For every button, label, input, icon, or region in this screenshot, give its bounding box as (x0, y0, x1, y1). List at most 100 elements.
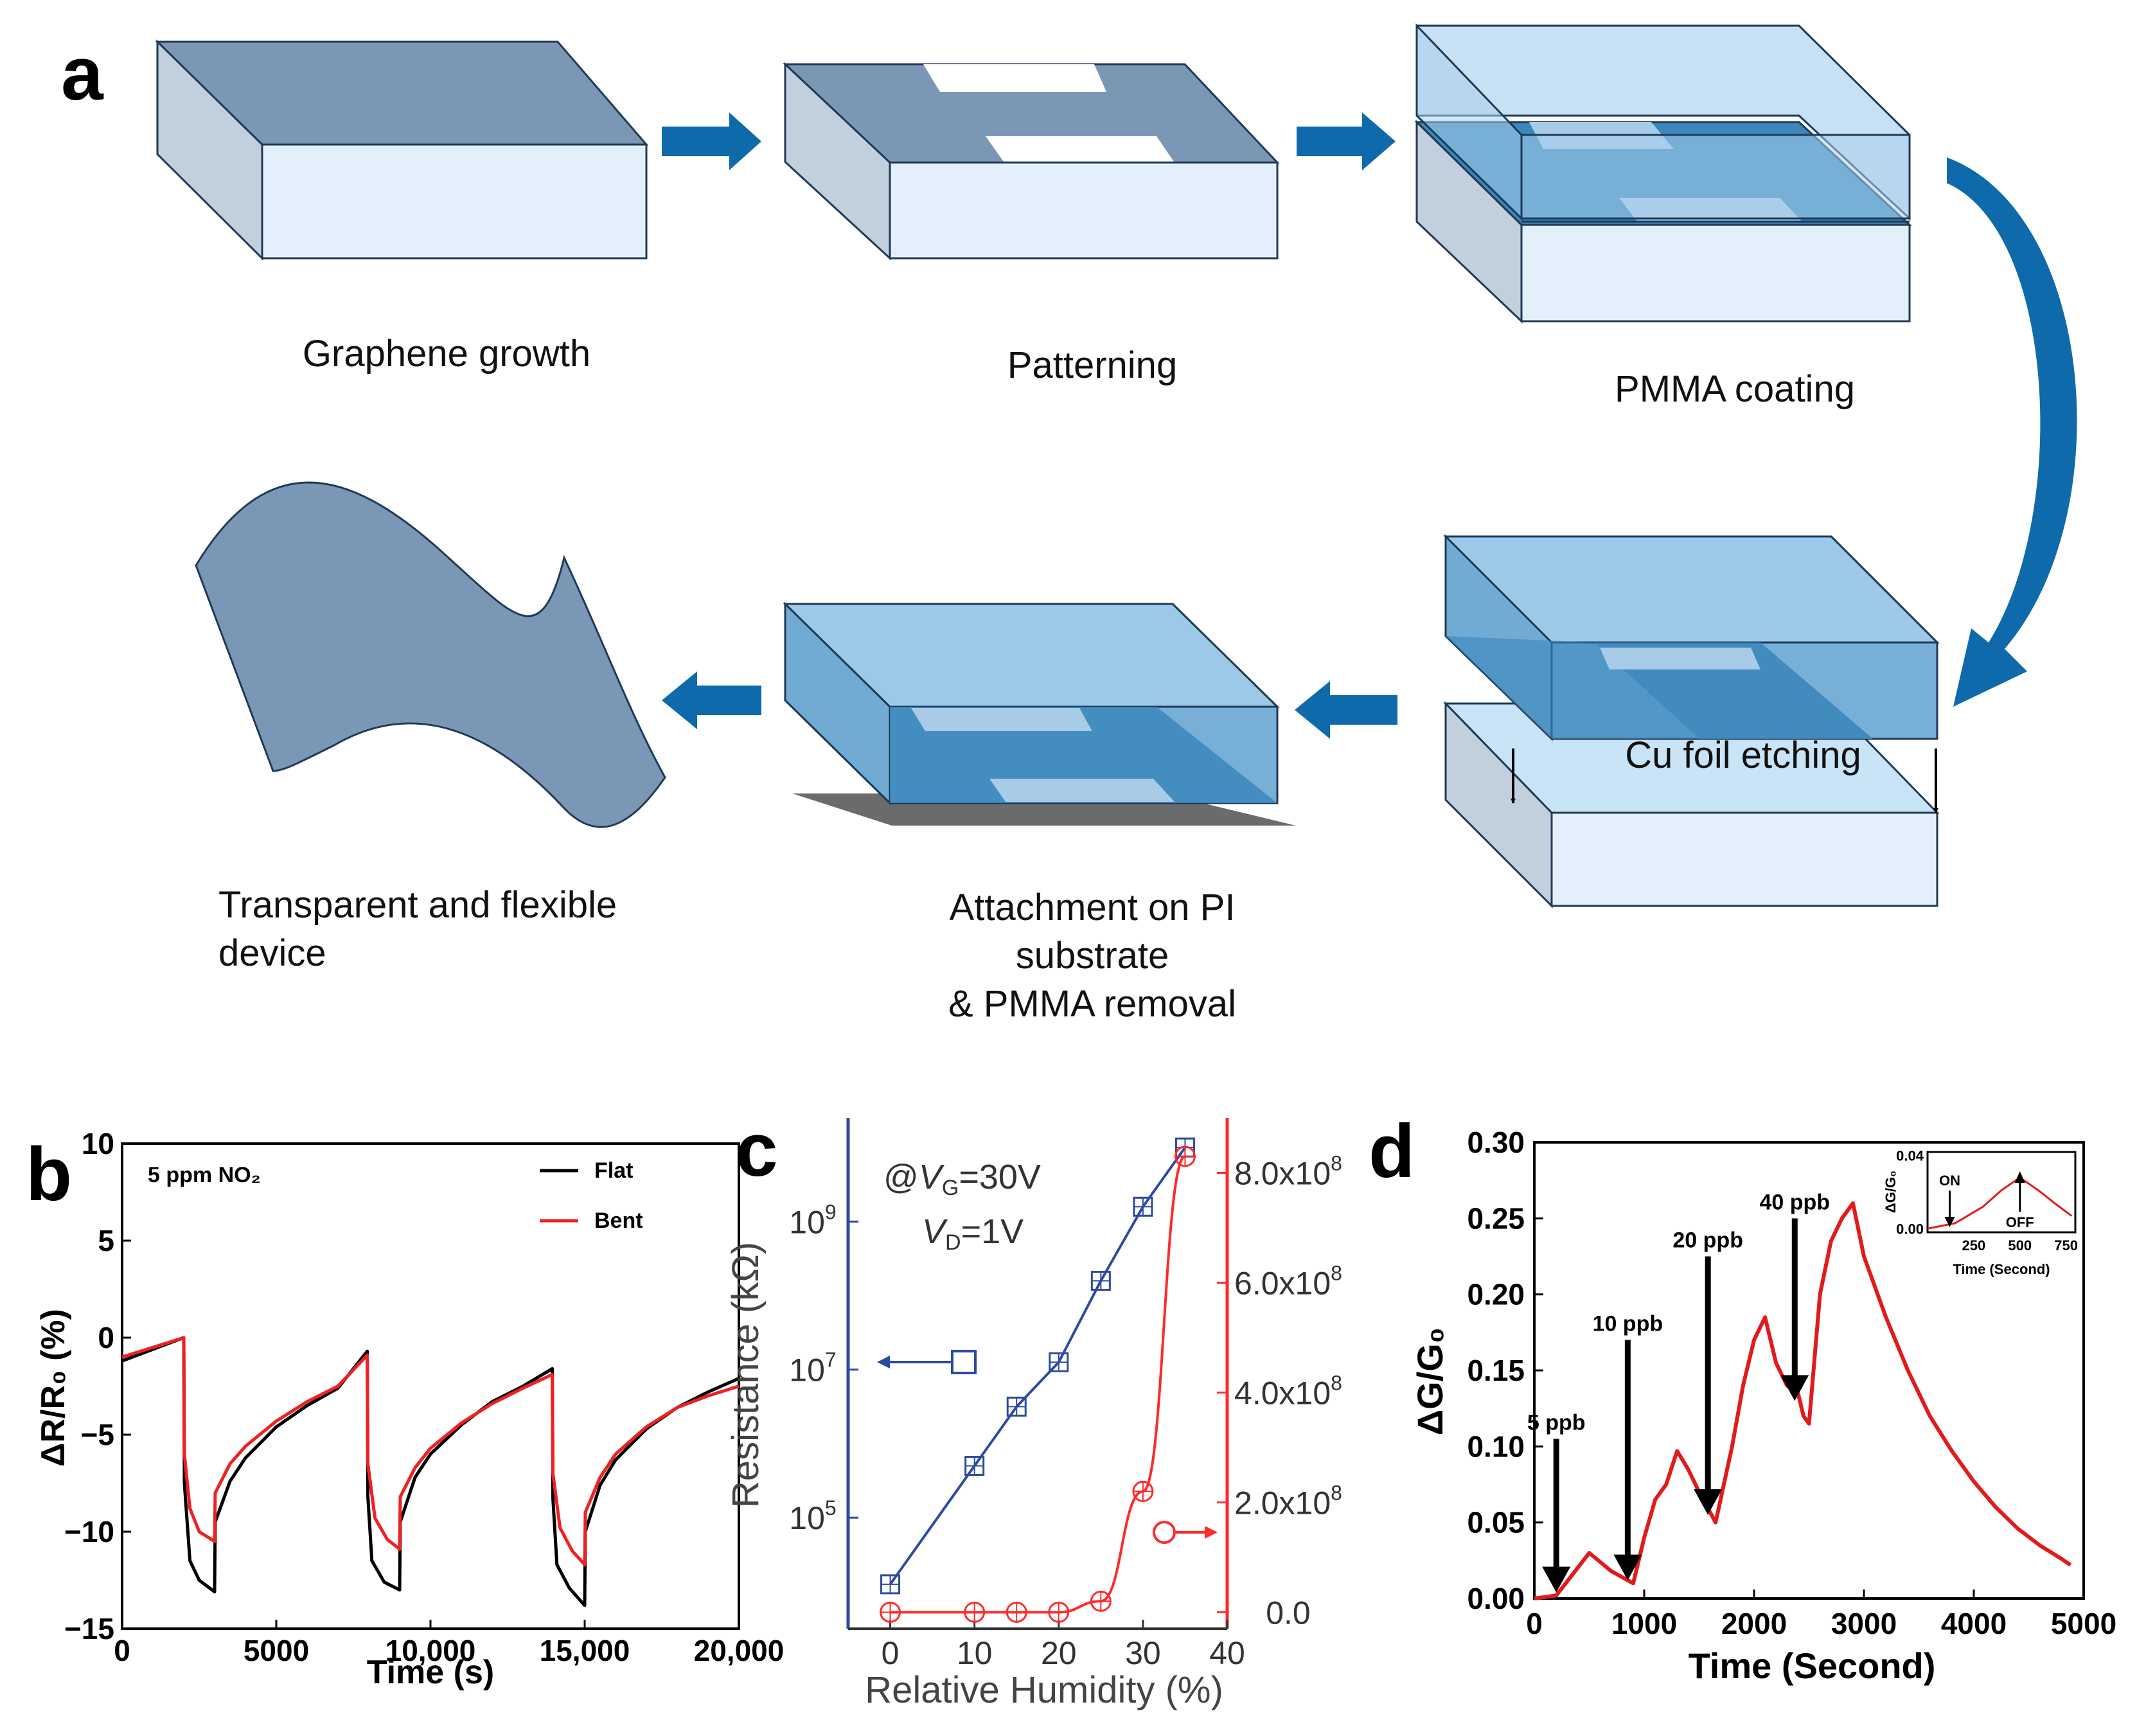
chart-d-xtick-label: 3000 (1831, 1607, 1897, 1640)
panel-b-label: b (26, 1132, 72, 1217)
chart-c-xtick-label: 10 (957, 1635, 993, 1671)
step-label-graphene-growth: Graphene growth (303, 333, 590, 375)
concentration-arrow-label: 5 ppb (1527, 1411, 1586, 1435)
chart-c-left-ytick-label: 105 (789, 1496, 836, 1536)
chart-b-series-bent (121, 1336, 740, 1566)
chart-b-xtick-label: 0 (114, 1634, 130, 1667)
graphene-growth-block (155, 39, 649, 261)
chart-b-xtick-label: 5000 (244, 1634, 309, 1667)
chart-c-xtick-label: 30 (1125, 1635, 1161, 1671)
chart-d-ytick-label: 0.00 (1467, 1582, 1525, 1615)
step-label-attachment-line1: Attachment on PI (950, 887, 1236, 928)
chart-c-ylabel: Resistance (kΩ) (725, 1242, 767, 1508)
inset-xtick-label: 750 (2054, 1237, 2078, 1253)
chart-d-xlabel: Time (Second) (1689, 1645, 1936, 1686)
step-label-patterning: Patterning (1007, 344, 1177, 386)
process-arrow-2 (1297, 112, 1396, 170)
process-arrow-5 (662, 671, 761, 729)
chart-c-circle-marker (1132, 1480, 1154, 1502)
chart-d-ytick-label: 0.20 (1467, 1278, 1525, 1311)
concentration-arrow-head (1613, 1554, 1642, 1581)
concentration-arrow-head (1780, 1375, 1809, 1401)
right-axis-pointer-circle (1153, 1521, 1176, 1544)
chart-b: 5 ppm NO₂ Flat Bent Time (s) ΔR/R₀ (%) 0… (35, 1127, 784, 1691)
pmma-coating-block (1414, 23, 1912, 324)
chart-d: Time (Second) ΔG/G₀ ΔG/G₀ Time (Second) … (1410, 1126, 2116, 1686)
chart-c-xlabel: Relative Humidity (%) (865, 1669, 1223, 1711)
concentration-arrow-head (1694, 1489, 1723, 1515)
inset-ylabel: ΔG/G₀ (1883, 1171, 1899, 1213)
chart-b-ytick-label: −10 (64, 1515, 114, 1548)
chart-b-ytick-label: 5 (98, 1224, 114, 1257)
chart-c-square-marker (1006, 1396, 1027, 1417)
inset-ytick-label: 0.00 (1896, 1221, 1924, 1237)
chart-c-right-ytick-label: 2.0x108 (1234, 1481, 1342, 1521)
chart-d-xtick-label: 4000 (1941, 1607, 2007, 1640)
chart-c-right-ytick-label: 0.0 (1266, 1595, 1311, 1631)
flexible-device-sheet (195, 481, 666, 828)
inset-ytick-label: 0.04 (1896, 1148, 1924, 1164)
step-label-device-line2: device (218, 932, 326, 974)
concentration-arrow-label: 40 ppb (1759, 1190, 1830, 1214)
inset-response-line (1927, 1176, 2073, 1230)
chart-d-ylabel: ΔG/G₀ (1410, 1327, 1450, 1435)
panel-d-label: d (1369, 1109, 1415, 1194)
chart-b-ytick-label: −5 (81, 1418, 114, 1451)
chart-c-xtick-label: 20 (1041, 1635, 1077, 1671)
chart-b-xtick-label: 20,000 (694, 1634, 785, 1667)
inset-off-label: OFF (2006, 1214, 2034, 1230)
chart-c-circle-marker (964, 1601, 986, 1623)
patterning-block (783, 62, 1280, 261)
chart-d-ytick-label: 0.10 (1467, 1430, 1525, 1463)
chart-b-ytick-label: 10 (82, 1127, 114, 1160)
chart-c-xtick-label: 0 (882, 1635, 900, 1671)
chart-b-series-flat (121, 1336, 740, 1608)
chart-c-condition-vd: VD=1V (922, 1212, 1024, 1255)
chart-c-right-ytick-label: 8.0x108 (1234, 1151, 1342, 1191)
panel-a-label: a (61, 31, 104, 116)
concentration-arrow-label: 10 ppb (1593, 1312, 1663, 1336)
chart-c-right-ytick-label: 4.0x108 (1234, 1371, 1342, 1411)
chart-b-xtick-label: 15,000 (540, 1634, 630, 1667)
chart-c-condition-vg: @VG=30V (883, 1158, 1041, 1200)
chart-c-circle-marker (1006, 1601, 1027, 1623)
chart-c-square-marker (1049, 1352, 1069, 1372)
legend-flat-label: Flat (594, 1158, 633, 1183)
step-label-pmma-coating: PMMA coating (1615, 368, 1855, 410)
chart-d-xtick-label: 5000 (2051, 1607, 2116, 1640)
chart-b-ytick-label: 0 (98, 1321, 114, 1354)
right-axis-pointer-head (1205, 1526, 1218, 1539)
chart-d-ytick-label: 0.15 (1467, 1354, 1525, 1387)
chart-d-ytick-label: 0.25 (1467, 1201, 1525, 1235)
cu-foil-etching-block (1443, 534, 1940, 908)
inset-xtick-label: 500 (2008, 1237, 2032, 1253)
inset-on-arrow-head (1944, 1217, 1955, 1227)
chart-c-left-ytick-label: 107 (789, 1349, 836, 1388)
chart-d-xtick-label: 1000 (1611, 1607, 1677, 1640)
concentration-arrow-label: 20 ppb (1672, 1228, 1743, 1253)
chart-c-circle-marker (1048, 1601, 1070, 1623)
chart-c: Relative Humidity (%) Resistance (kΩ) @V… (725, 1118, 1342, 1711)
left-axis-pointer-head (877, 1356, 890, 1368)
step-label-attachment-line2: substrate (1016, 935, 1169, 977)
chart-b-ytick-label: −15 (64, 1612, 114, 1645)
concentration-arrow-head (1542, 1566, 1571, 1593)
chart-c-square-marker (880, 1574, 901, 1595)
chart-d-ytick-label: 0.30 (1467, 1126, 1525, 1159)
chart-c-xtick-label: 40 (1209, 1635, 1245, 1671)
chart-c-circle-marker (1090, 1590, 1112, 1612)
chart-c-right-ytick-label: 6.0x108 (1234, 1261, 1342, 1301)
chart-d-ytick-label: 0.05 (1467, 1506, 1525, 1539)
chart-c-left-ytick-label: 109 (789, 1200, 836, 1240)
step-label-attachment-line3: & PMMA removal (948, 983, 1236, 1025)
attachment-pi-block (783, 601, 1296, 826)
process-arrow-curved (1947, 157, 2077, 707)
chart-c-square-marker (1133, 1196, 1153, 1217)
panel-c-label: c (736, 1108, 778, 1192)
legend-bent-label: Bent (594, 1209, 643, 1233)
chart-c-square-marker (1090, 1270, 1111, 1291)
inset-xtick-label: 250 (1962, 1237, 1986, 1253)
chart-d-xtick-label: 0 (1526, 1607, 1543, 1640)
process-arrow-4 (1295, 681, 1397, 739)
chart-c-circle-marker (880, 1601, 901, 1623)
